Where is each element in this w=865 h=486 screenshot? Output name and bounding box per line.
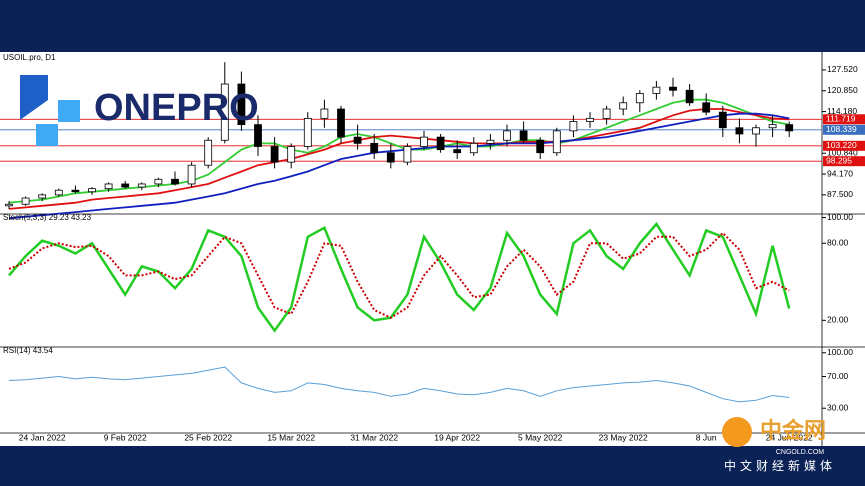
candle-body [436,136,445,151]
candle-body [519,130,528,141]
y-tick-label: 94.170 [827,168,853,178]
candle-body [453,149,462,154]
candle-body [21,197,30,205]
level-label-box [823,140,865,151]
logo-square [36,124,58,146]
candle-body [718,111,727,129]
watermark-icon [722,417,752,447]
indicator-line [8,366,790,403]
candle-body [287,146,296,163]
y-tick-label: 30.00 [827,402,849,412]
watermark-text: 中金网 [760,418,826,443]
logo-text: ONEPRO [94,87,259,129]
candle-body [237,83,246,126]
candle-body [420,136,428,147]
y-tick-label: 100.00 [827,347,853,357]
indicator-line [8,231,790,319]
level-label: 98.295 [826,155,852,165]
candle-body [586,117,594,122]
x-tick-label: 5 May 2022 [518,432,563,442]
candle-body [171,178,179,185]
candle-body [752,127,760,135]
candle-body [320,108,329,119]
y-tick-label: 87.500 [827,189,853,199]
level-label: 111.719 [826,114,856,124]
candle-body [768,124,777,129]
panel-title: RSI(14) 43.54 [3,346,53,355]
candle-body [486,139,495,144]
candle-body [38,194,47,199]
x-tick-label: 25 Feb 2022 [184,432,232,442]
candle-body [187,164,196,185]
candle-body [685,89,694,104]
y-tick-label: 70.00 [827,371,849,381]
chart-layer: USOIL.pro, D187.50094.170100.840114.1801… [0,52,865,446]
y-tick-label: 114.180 [827,106,857,116]
level-label: 108.339 [826,124,857,134]
candle-body [536,139,545,154]
candle-body [5,203,13,207]
candle-body [121,183,130,188]
x-tick-label: 31 Mar 2022 [350,432,398,442]
level-label: 103.220 [826,140,857,150]
y-tick-label: 120.850 [827,85,858,95]
y-tick-label: 80.00 [827,238,849,248]
panel-title: USOIL.pro, D1 [3,53,56,62]
logo: ONEPRO [20,75,259,146]
indicator-line [8,112,790,220]
candle-body [403,146,412,163]
candle-body [619,102,628,110]
logo-shape [20,75,48,120]
y-tick-label: 100.840 [827,147,858,157]
candle-body [303,117,312,147]
candle-body [337,108,345,138]
candle-body [785,124,794,132]
candle-body [220,83,229,141]
x-tick-label: 23 May 2022 [599,432,648,442]
candle-body [254,124,262,147]
candle-body [154,178,163,185]
x-tick-label: 9 Feb 2022 [104,432,147,442]
candle-body [137,183,146,188]
candle-body [88,188,96,193]
candle-body [602,108,611,119]
watermark-site: CNGOLD.COM [776,449,824,456]
candle-body [635,93,644,104]
level-label-box [823,114,865,125]
candle-body [386,152,395,163]
candle-body [503,130,511,141]
y-tick-label: 20.00 [827,315,849,325]
candle-body [702,102,711,113]
candle-body [270,146,279,163]
candle-body [469,142,478,154]
indicator-line [8,108,790,210]
indicator-line [8,221,791,333]
candle-body [735,127,744,135]
candle-body [370,142,379,154]
candle-body [652,86,661,94]
panel-title: Stoch(5,3,3) 29.23 43.23 [3,213,92,222]
x-tick-label: 19 Apr 2022 [434,432,480,442]
logo-square [58,100,80,122]
x-tick-label: 24 Jan 2022 [19,432,66,442]
candle-body [104,183,113,190]
candle-body [204,139,213,166]
x-tick-label: 8 Jun [696,432,717,442]
candle-body [71,189,80,193]
watermark: 中金网 CNGOLD.COM 中文财经新媒体 [722,417,836,473]
candle-body [54,189,63,196]
y-tick-label: 127.520 [827,64,858,74]
candle-body [552,130,561,154]
y-tick-label: 100.00 [827,212,853,222]
x-tick-label: 15 Mar 2022 [267,432,315,442]
candle-body [353,136,362,144]
level-label-box [823,156,865,167]
watermark-slogan: 中文财经新媒体 [724,458,836,473]
candle-body [569,121,578,132]
candle-body [669,86,677,91]
x-tick-label: 24 Jun 2022 [766,432,813,442]
level-label-box [823,124,865,135]
